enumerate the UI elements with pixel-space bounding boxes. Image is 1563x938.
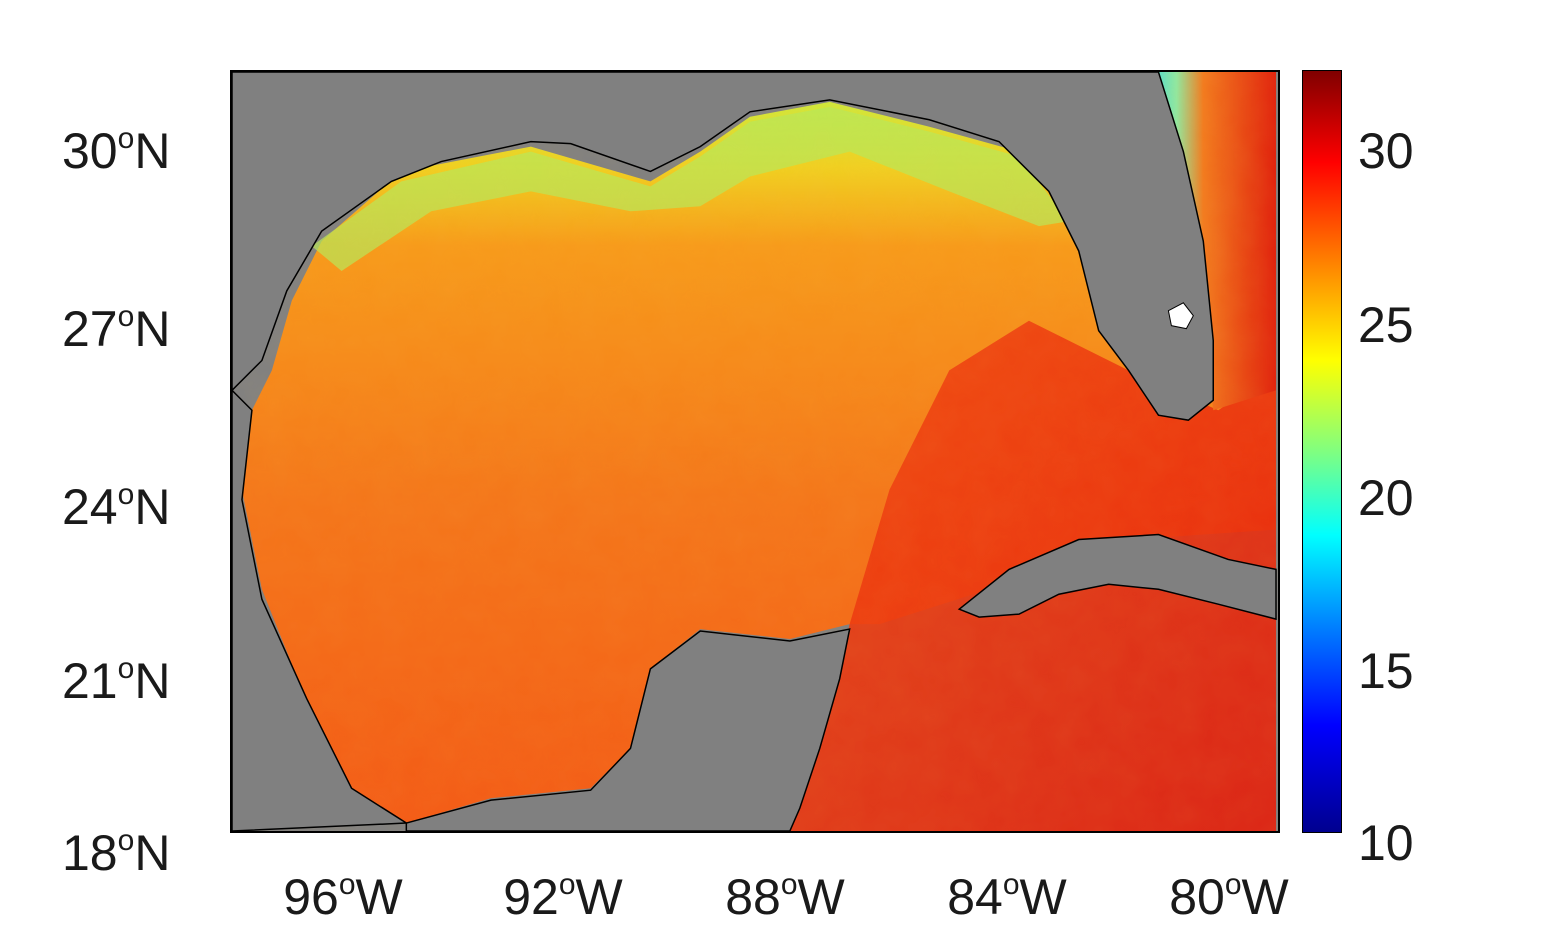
usa-landmass <box>232 72 1214 421</box>
x-tick-label: 80oW <box>1169 868 1289 925</box>
colorbar-tick-label: 25 <box>1358 297 1414 353</box>
yucatan-landmass <box>405 628 851 831</box>
x-tick-label: 88oW <box>725 868 845 925</box>
cuba-landmass <box>957 533 1277 621</box>
lake-okeechobee <box>1167 302 1194 330</box>
y-tick-label: 27oN <box>62 300 171 357</box>
y-tick-label: 30oN <box>62 122 171 179</box>
map-plot-area <box>230 70 1280 833</box>
sea-surface-map <box>232 72 1278 831</box>
x-tick-label: 84oW <box>947 868 1067 925</box>
colorbar-tick-label: 15 <box>1358 643 1414 699</box>
colorbar-tick-label: 10 <box>1358 815 1414 871</box>
colorbar <box>1302 70 1342 833</box>
mexico-landmass <box>232 389 409 831</box>
y-tick-label: 24oN <box>62 478 171 535</box>
y-tick-label: 21oN <box>62 652 171 709</box>
colorbar-tick-label: 30 <box>1358 123 1414 179</box>
y-tick-label: 18oN <box>62 824 171 881</box>
x-tick-label: 96oW <box>283 868 403 925</box>
colorbar-tick-label: 20 <box>1358 470 1414 526</box>
x-tick-label: 92oW <box>503 868 623 925</box>
